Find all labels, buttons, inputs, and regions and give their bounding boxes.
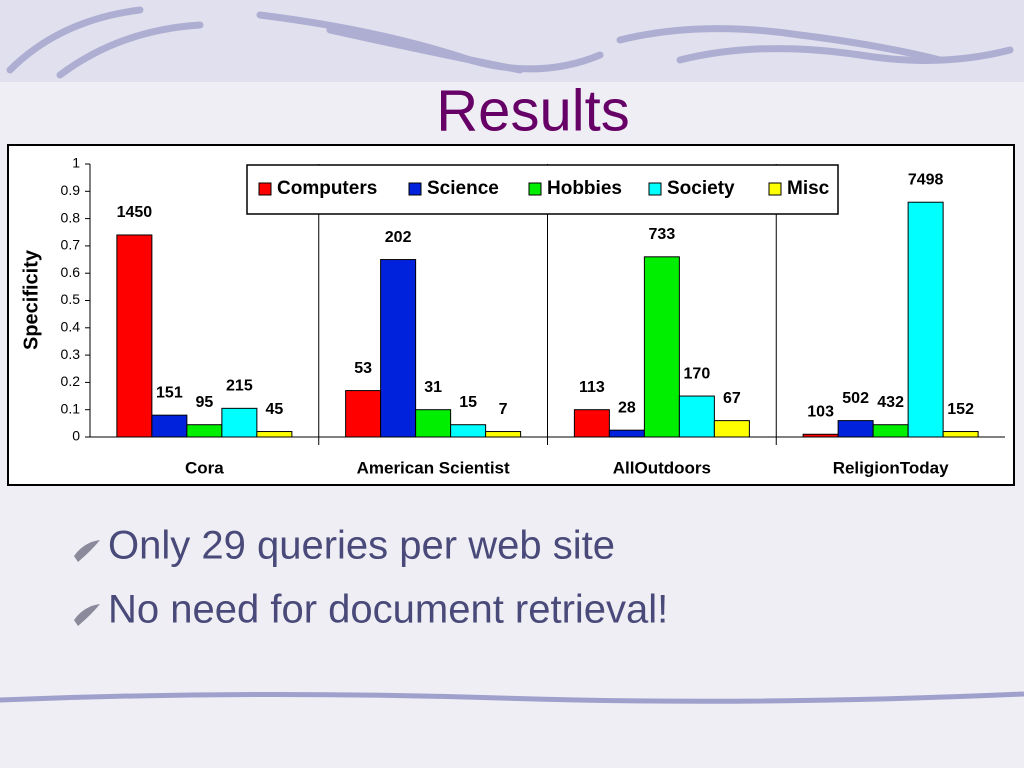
bar <box>186 424 223 438</box>
legend-label: Society <box>667 178 735 199</box>
count-label: 1450 <box>117 204 153 221</box>
count-label: 15 <box>459 394 477 411</box>
count-label: 113 <box>579 379 605 396</box>
legend-box <box>246 164 839 215</box>
bar <box>713 420 750 438</box>
bar <box>485 431 522 438</box>
count-label: 7498 <box>908 171 944 188</box>
legend-label: Misc <box>787 178 830 199</box>
legend-label: Science <box>427 178 499 199</box>
legend-label: Hobbies <box>547 178 622 199</box>
legend-swatch <box>768 182 782 196</box>
slide-title: Results <box>436 78 629 143</box>
count-label: 103 <box>807 403 834 420</box>
x-tick-label: ReligionToday <box>833 458 949 477</box>
y-tick-label: 0.7 <box>61 237 81 253</box>
bar <box>608 429 645 438</box>
bar <box>802 433 839 438</box>
bullet-icon <box>74 604 100 626</box>
count-label: 45 <box>265 401 283 418</box>
legend-swatch <box>258 182 272 196</box>
bar <box>837 420 874 438</box>
legend-swatch <box>408 182 422 196</box>
bar <box>345 390 382 438</box>
bar <box>415 409 452 438</box>
x-tick-label: AllOutdoors <box>613 458 711 477</box>
bullet: Only 29 queries per web site <box>108 524 615 568</box>
legend-label: Computers <box>277 178 377 199</box>
decoration <box>6 6 1014 79</box>
count-label: 67 <box>723 390 741 407</box>
chart: 0 0.1 0.2 0.3 0.4 0.5 0.6 0.7 0.8 0.9 1 Specificity… <box>20 155 1005 477</box>
count-label: 202 <box>385 229 412 246</box>
x-tick-label: American Scientist <box>357 458 510 477</box>
count-label: 53 <box>354 360 372 377</box>
x-tick-label: Cora <box>185 458 224 477</box>
count-label: 502 <box>842 390 869 407</box>
y-axis-label: Specificity <box>20 249 42 350</box>
y-tick-label: 0.9 <box>61 182 81 198</box>
count-label: 733 <box>649 226 676 243</box>
bar <box>678 395 715 438</box>
footer-line <box>0 691 1024 704</box>
bar <box>643 256 680 438</box>
count-label: 31 <box>424 379 442 396</box>
bar <box>942 431 979 438</box>
count-label: 95 <box>195 394 213 411</box>
bar <box>907 201 944 438</box>
count-label: 215 <box>226 378 253 395</box>
bar <box>151 414 188 438</box>
count-label: 432 <box>877 394 904 411</box>
y-tick-label: 0.1 <box>61 400 81 416</box>
count-label: 28 <box>618 399 636 416</box>
bar <box>450 424 487 438</box>
count-label: 7 <box>499 401 508 418</box>
count-label: 170 <box>684 365 711 382</box>
bar <box>221 407 258 438</box>
y-tick-label: 0.6 <box>61 264 81 280</box>
count-label: 151 <box>156 384 183 401</box>
y-tick-label: 0 <box>72 428 80 444</box>
y-tick-label: 0.8 <box>61 209 81 225</box>
bullet-icon <box>74 540 100 562</box>
count-label: 152 <box>947 401 974 418</box>
bar <box>573 409 610 438</box>
y-tick-label: 1 <box>72 155 80 171</box>
y-tick-label: 0.5 <box>61 291 81 307</box>
legend-swatch <box>528 182 542 196</box>
bar <box>256 431 293 438</box>
bar <box>872 424 909 438</box>
bar <box>116 234 153 438</box>
y-tick-label: 0.2 <box>61 373 81 389</box>
bullet: No need for document retrieval! <box>108 588 668 632</box>
y-tick-label: 0.3 <box>61 346 81 362</box>
legend-swatch <box>648 182 662 196</box>
bar <box>380 259 417 438</box>
y-tick-label: 0.4 <box>61 319 81 335</box>
